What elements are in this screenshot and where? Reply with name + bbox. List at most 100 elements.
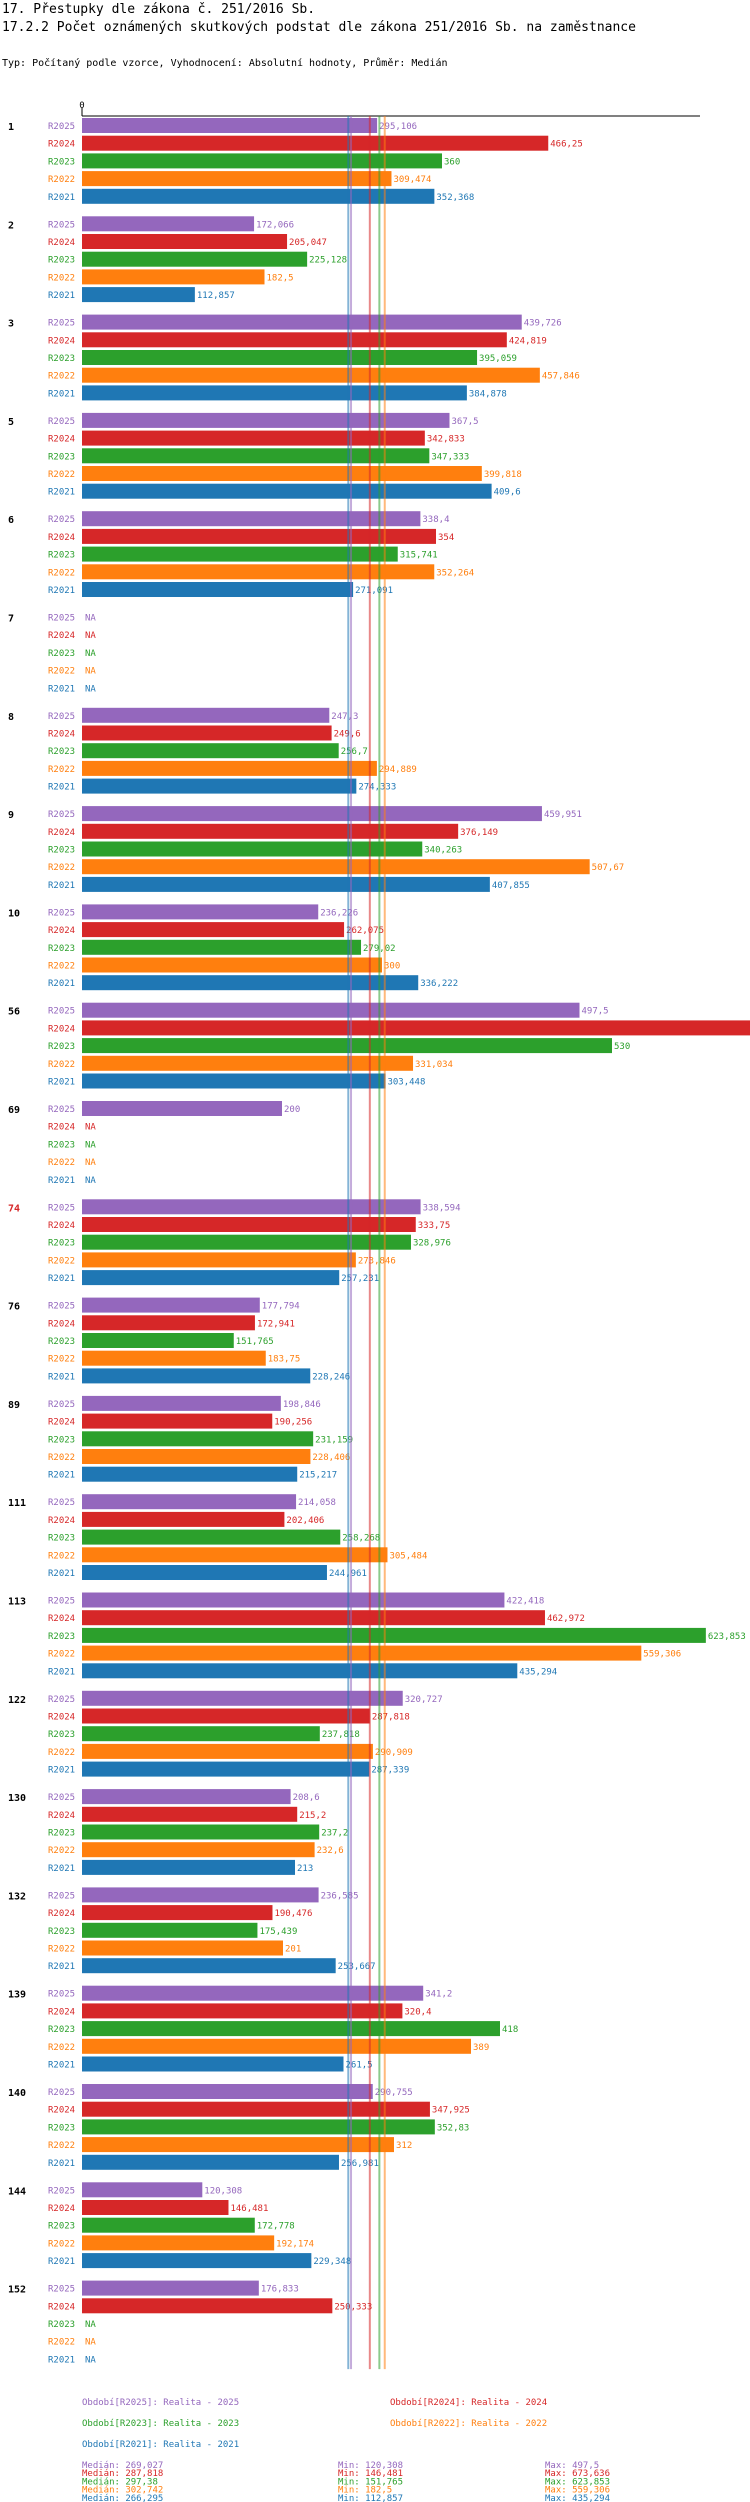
value-label: 183,75 bbox=[268, 1355, 301, 1365]
series-label: R2025 bbox=[48, 515, 75, 525]
bar-r2022 bbox=[82, 564, 435, 580]
legend-entry: Období[R2021]: Realita - 2021 bbox=[82, 2440, 239, 2450]
value-label: 290,755 bbox=[375, 2088, 413, 2098]
series-label: R2025 bbox=[48, 1203, 75, 1213]
series-label: R2022 bbox=[48, 2043, 75, 2053]
value-label: 338,4 bbox=[422, 515, 449, 525]
series-label: R2024 bbox=[48, 2106, 75, 2116]
value-label: 295,106 bbox=[379, 122, 417, 132]
bar-r2025 bbox=[82, 1985, 424, 2001]
group-label: 2 bbox=[8, 220, 14, 231]
series-label: R2023 bbox=[48, 354, 75, 364]
series-label: R2022 bbox=[48, 1846, 75, 1856]
series-label: R2022 bbox=[48, 2239, 75, 2249]
value-label: 192,174 bbox=[276, 2239, 314, 2249]
series-label: R2025 bbox=[48, 1400, 75, 1410]
series-label: R2021 bbox=[48, 2355, 75, 2365]
bar-r2025 bbox=[82, 216, 255, 232]
legend-entry: Období[R2022]: Realita - 2022 bbox=[390, 2419, 547, 2429]
value-label: 228,246 bbox=[312, 1372, 350, 1382]
value-label: 290,909 bbox=[375, 1748, 413, 1758]
value-label: 439,726 bbox=[524, 319, 562, 329]
bar-r2023 bbox=[82, 2119, 435, 2135]
group-label: 5 bbox=[8, 417, 14, 428]
value-label: 172,941 bbox=[257, 1319, 295, 1329]
stat-min: Min: 146,481 bbox=[338, 2469, 403, 2479]
series-label: R2023 bbox=[48, 2025, 75, 2035]
value-label: 256,981 bbox=[341, 2159, 379, 2169]
series-label: R2024 bbox=[48, 2007, 75, 2017]
value-label: 247,3 bbox=[331, 712, 358, 722]
series-label: R2025 bbox=[48, 1793, 75, 1803]
series-label: R2021 bbox=[48, 881, 75, 891]
value-label: 229,348 bbox=[313, 2257, 351, 2267]
value-label: 237,2 bbox=[321, 1829, 348, 1839]
series-label: R2024 bbox=[48, 1418, 75, 1428]
series-label: R2022 bbox=[48, 1748, 75, 1758]
series-label: R2024 bbox=[48, 730, 75, 740]
value-label: 294,889 bbox=[379, 765, 417, 775]
series-label: R2025 bbox=[48, 1597, 75, 1607]
value-label: 261,5 bbox=[346, 2061, 373, 2071]
value-label: 253,667 bbox=[338, 1962, 376, 1972]
stat-min: Min: 120,308 bbox=[338, 2461, 403, 2471]
series-label: R2024 bbox=[48, 336, 75, 346]
bar-r2022 bbox=[82, 1055, 414, 1071]
series-label: R2023 bbox=[48, 2222, 75, 2232]
group-label: 9 bbox=[8, 810, 14, 821]
series-label: R2024 bbox=[48, 2302, 75, 2312]
bar-r2025 bbox=[82, 1199, 421, 1215]
bar-r2024 bbox=[82, 1413, 273, 1429]
bar-r2022 bbox=[82, 1940, 283, 1956]
bar-r2021 bbox=[82, 2253, 312, 2269]
bar-r2023 bbox=[82, 841, 423, 857]
value-label: 198,846 bbox=[283, 1400, 321, 1410]
bar-r2024 bbox=[82, 1020, 750, 1036]
value-label: 273,846 bbox=[358, 1256, 396, 1266]
series-label: R2021 bbox=[48, 291, 75, 301]
value-label: 315,741 bbox=[400, 551, 438, 561]
bar-r2023 bbox=[82, 939, 362, 955]
bar-r2021 bbox=[82, 2154, 339, 2170]
series-label: R2021 bbox=[48, 193, 75, 203]
value-label: 205,047 bbox=[289, 238, 327, 248]
series-label: R2021 bbox=[48, 2159, 75, 2169]
series-label: R2025 bbox=[48, 1302, 75, 1312]
value-label: 407,855 bbox=[492, 881, 530, 891]
bar-r2025 bbox=[82, 2280, 259, 2296]
series-label: R2025 bbox=[48, 122, 75, 132]
value-label: 360 bbox=[444, 157, 460, 167]
bar-r2023 bbox=[82, 1038, 612, 1054]
value-label-na: NA bbox=[85, 1123, 96, 1133]
group-label: 111 bbox=[8, 1498, 26, 1509]
bar-r2025 bbox=[82, 1789, 291, 1805]
series-label: R2021 bbox=[48, 1372, 75, 1382]
series-label: R2021 bbox=[48, 2061, 75, 2071]
bar-r2024 bbox=[82, 823, 459, 839]
value-label: 418 bbox=[502, 2025, 518, 2035]
series-label: R2024 bbox=[48, 2204, 75, 2214]
series-label: R2021 bbox=[48, 684, 75, 694]
value-label: 312 bbox=[396, 2141, 412, 2151]
value-label: 202,406 bbox=[286, 1516, 324, 1526]
series-label: R2023 bbox=[48, 1140, 75, 1150]
value-label: 367,5 bbox=[452, 417, 479, 427]
series-label: R2022 bbox=[48, 1945, 75, 1955]
bar-r2021 bbox=[82, 1663, 518, 1679]
series-label: R2022 bbox=[48, 568, 75, 578]
group-label: 89 bbox=[8, 1400, 20, 1411]
series-label: R2021 bbox=[48, 1766, 75, 1776]
value-label: 236,585 bbox=[321, 1891, 359, 1901]
value-label-na: NA bbox=[85, 667, 96, 677]
bar-r2022 bbox=[82, 269, 265, 285]
value-label: 309,474 bbox=[393, 175, 431, 185]
value-label: 457,846 bbox=[542, 372, 580, 382]
value-label-na: NA bbox=[85, 1140, 96, 1150]
bar-r2023 bbox=[82, 153, 442, 169]
series-label: R2023 bbox=[48, 649, 75, 659]
series-label: R2022 bbox=[48, 1060, 75, 1070]
bar-r2024 bbox=[82, 528, 436, 544]
series-label: R2021 bbox=[48, 1176, 75, 1186]
stat-max: Max: 673,636 bbox=[545, 2469, 610, 2479]
series-label: R2023 bbox=[48, 1829, 75, 1839]
